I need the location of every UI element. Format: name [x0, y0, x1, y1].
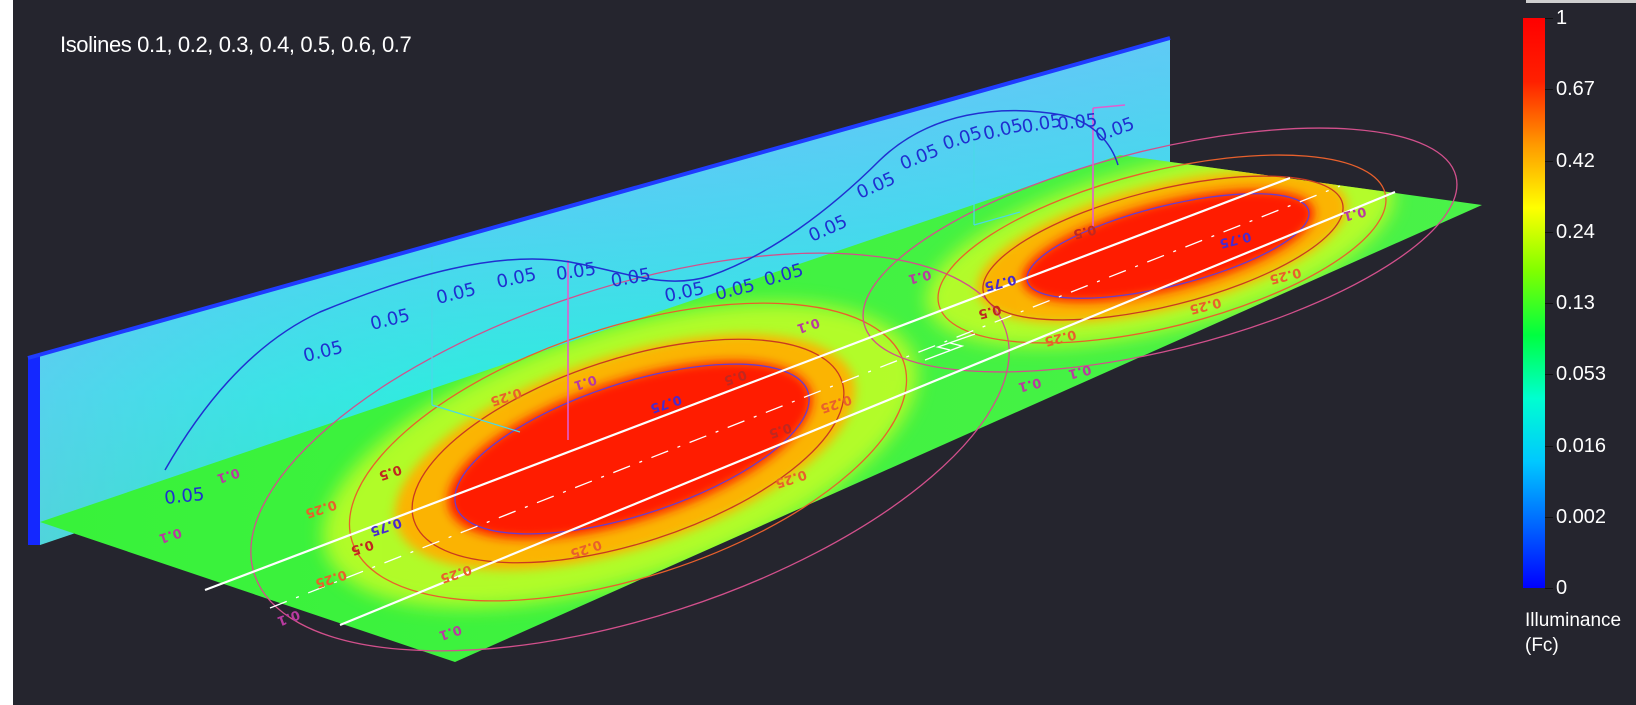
colorbar-tick-label: 0.016 — [1556, 434, 1607, 457]
colorbar-tick-label: 0.053 — [1556, 363, 1607, 386]
colorbar-tick-label: 0 — [1556, 577, 1568, 599]
floor-label: 0.1 — [1342, 203, 1368, 223]
floor-label: 0.1 — [437, 621, 464, 642]
colorbar-title: Illuminance (Fc) — [1525, 608, 1621, 658]
wall-label: 0.05 — [163, 484, 205, 509]
floor-label: 0.5 — [377, 461, 404, 482]
colorbar-tick-mark — [1545, 516, 1553, 518]
colorbar-tick-label: 0.42 — [1556, 149, 1595, 172]
floor-label: 0.1 — [572, 371, 599, 392]
colorbar-tick-mark — [1545, 374, 1553, 376]
colorbar-tick-mark — [1545, 89, 1553, 91]
colorbar-title-line1: Illuminance — [1525, 610, 1622, 631]
colorbar-tick-label: 0.002 — [1556, 505, 1607, 528]
floor-label: 0.1 — [157, 524, 184, 545]
colorbar-tick-mark — [1545, 160, 1553, 162]
floor-label: 0.1 — [795, 314, 822, 335]
colorbar-tick-mark — [1545, 231, 1553, 233]
floor-label: 0.1 — [1017, 374, 1043, 394]
colorbar-tick-mark — [1545, 588, 1553, 589]
colorbar-tick-label: 0.24 — [1556, 220, 1595, 243]
floor-label: 0.1 — [275, 606, 302, 628]
colorbar-tick-label: 0.13 — [1556, 292, 1595, 314]
floor-label: 0.5 — [977, 301, 1003, 321]
colorbar-tick-mark — [1545, 303, 1553, 304]
floor-label: 0.5 — [722, 366, 749, 387]
back-wall — [27, 36, 1171, 545]
colorbar — [1523, 18, 1545, 588]
colorbar-tick-mark — [1545, 18, 1553, 19]
wall-label: 0.05 — [1056, 110, 1098, 135]
floor-label: 0.5 — [349, 536, 376, 557]
isolines-caption: Isolines 0.1, 0.2, 0.3, 0.4, 0.5, 0.6, 0… — [60, 32, 412, 57]
window-edge — [0, 0, 13, 705]
floor-plane — [40, 127, 1482, 662]
floor-label: 0.1 — [907, 266, 933, 286]
floor-label: 0.5 — [767, 419, 794, 440]
window-border — [1526, 0, 1636, 3]
floor-label: 0.5 — [1072, 221, 1098, 241]
colorbar-tick-label: 1 — [1556, 7, 1568, 29]
floor-label: 0.1 — [1067, 361, 1093, 381]
wall-isoline-0.05 — [164, 109, 1119, 471]
colorbar-tick-mark — [1545, 445, 1553, 447]
colorbar-title-line2: (Fc) — [1525, 635, 1559, 656]
floor-label: 0.1 — [215, 464, 242, 485]
colorbar-tick-label: 0.67 — [1556, 78, 1595, 101]
